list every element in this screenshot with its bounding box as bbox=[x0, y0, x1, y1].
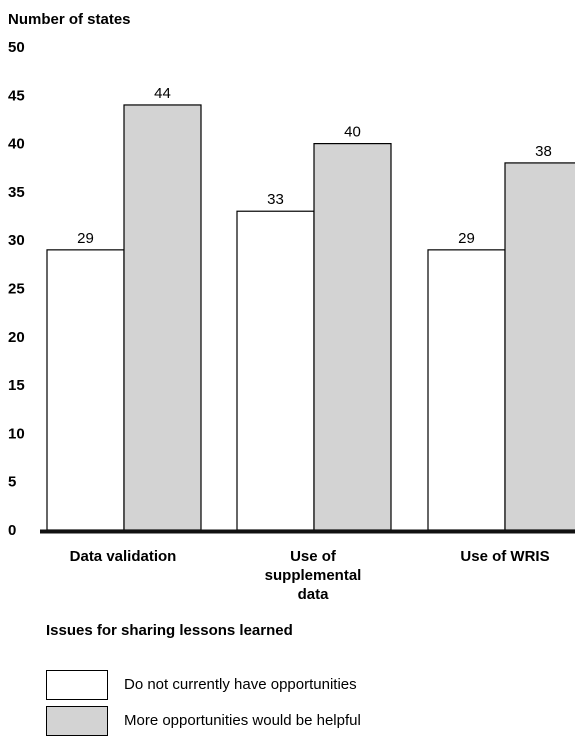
y-tick-label: 20 bbox=[8, 329, 25, 346]
bar-no-opportunities bbox=[46, 249, 125, 531]
y-tick-label: 5 bbox=[8, 474, 16, 491]
y-tick-label: 50 bbox=[8, 39, 25, 56]
y-axis-title: Number of states bbox=[8, 11, 131, 28]
y-tick-label: 30 bbox=[8, 232, 25, 249]
bar-no-opportunities bbox=[427, 249, 506, 531]
value-label: 29 bbox=[458, 230, 475, 247]
value-label: 29 bbox=[77, 230, 94, 247]
bars bbox=[46, 104, 575, 531]
y-tick-label: 15 bbox=[8, 377, 25, 394]
category-label: Use of bbox=[290, 548, 337, 565]
category-label: supplemental bbox=[265, 567, 362, 584]
y-tick-label: 35 bbox=[8, 184, 25, 201]
legend-swatch-gray bbox=[46, 706, 108, 736]
category-label: Use of WRIS bbox=[460, 548, 549, 565]
y-tick-label: 25 bbox=[8, 281, 25, 298]
legend-swatch-white bbox=[46, 670, 108, 700]
legend-label: Do not currently have opportunities bbox=[124, 676, 357, 693]
category-labels: Data validation Use of supplemental data Use… bbox=[70, 548, 550, 603]
value-label: 38 bbox=[535, 143, 552, 160]
value-labels: 29 33 29 44 40 38 bbox=[77, 85, 552, 247]
bar-more-opportunities bbox=[504, 162, 575, 531]
value-label: 44 bbox=[154, 85, 171, 102]
y-tick-label: 10 bbox=[8, 425, 25, 442]
legend-label: More opportunities would be helpful bbox=[124, 712, 361, 729]
value-label: 33 bbox=[267, 191, 284, 208]
bar-no-opportunities bbox=[236, 210, 315, 531]
y-tick-label: 0 bbox=[8, 522, 16, 539]
bar-chart: Number of states 0 5 10 15 20 25 30 35 40 45 50 29… bbox=[8, 11, 575, 603]
y-tick-labels: 0 5 10 15 20 25 30 35 40 45 50 bbox=[8, 39, 25, 539]
category-label: data bbox=[298, 586, 330, 603]
bar-more-opportunities bbox=[313, 143, 392, 531]
bar-more-opportunities bbox=[123, 104, 202, 531]
value-label: 40 bbox=[344, 124, 361, 141]
category-label: Data validation bbox=[70, 548, 177, 565]
x-axis-title: Issues for sharing lessons learned bbox=[46, 622, 293, 639]
y-tick-label: 40 bbox=[8, 136, 25, 153]
y-tick-label: 45 bbox=[8, 87, 25, 104]
